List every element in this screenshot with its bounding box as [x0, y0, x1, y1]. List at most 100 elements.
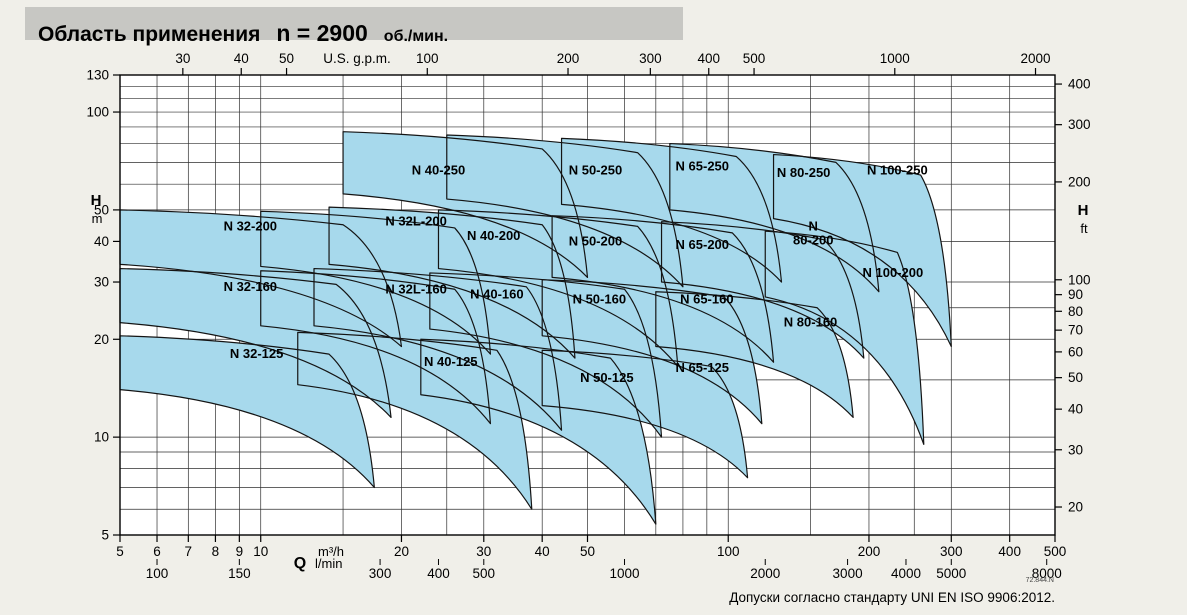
tick-label-bottom-m3h: 50: [580, 544, 595, 559]
envelope-outline-n-50-200: [437, 209, 679, 368]
tick-label-bottom-m3h: 30: [476, 544, 491, 559]
tick-label-bottom-m3h: 300: [940, 544, 963, 559]
tick-label-top-gpm: 500: [743, 51, 766, 66]
tick-label-right-ft: 70: [1068, 323, 1083, 338]
envelope-outline-n-32-200: [119, 209, 403, 348]
envelope-outline-n-65-125: [541, 349, 749, 479]
pump-label-n-80-160: N 80-160: [784, 315, 837, 330]
tick-label-bottom-m3h: 100: [717, 544, 740, 559]
envelope-outline-n-40-250: [342, 131, 589, 278]
tick-label-top-gpm: 50: [279, 51, 294, 66]
envelope-fill-n-80-160: [655, 291, 854, 418]
axis-unit-lmin: l/min: [315, 556, 342, 571]
envelope-fill-n-65-125: [542, 350, 748, 478]
tick-label-right-ft: 40: [1068, 402, 1083, 417]
pump-label-n-50-200: N 50-200: [569, 233, 622, 248]
tick-label-top-gpm: 30: [175, 51, 190, 66]
tick-label-bottom-lmin: 4000: [891, 566, 921, 581]
axis-symbol-Q: Q: [294, 555, 306, 572]
pump-label-n-40-160: N 40-160: [470, 286, 523, 301]
pump-label-n-40-250: N 40-250: [412, 163, 465, 178]
tick-label-right-ft: 50: [1068, 370, 1083, 385]
tick-label-right-ft: 30: [1068, 442, 1083, 457]
tick-label-bottom-m3h: 40: [535, 544, 550, 559]
envelope-outline-n-65-160: [541, 279, 763, 425]
tick-label-left-m: 30: [94, 275, 109, 290]
axis-unit-m3h: m³/h: [318, 544, 344, 559]
tick-label-left-m: 20: [94, 332, 109, 347]
pump-label-n-65-250: N 65-250: [676, 158, 729, 173]
envelope-outline-n-32l-200: [260, 210, 492, 355]
pump-label-n-32l-160: N 32L-160: [385, 281, 446, 296]
tick-label-top-gpm: 100: [416, 51, 439, 66]
envelope-fill-n-100-250: [773, 154, 952, 347]
axis-symbol-left-H: H: [91, 192, 102, 209]
tick-label-left-m: 100: [86, 105, 109, 120]
pump-label-n-50-125: N 50-125: [580, 370, 633, 385]
tick-label-top-gpm: 300: [639, 51, 662, 66]
envelope-outline-n-80-250: [669, 142, 880, 293]
tick-label-bottom-m3h: 7: [185, 544, 193, 559]
tick-label-right-ft: 400: [1068, 77, 1091, 92]
tick-label-bottom-m3h: 5: [116, 544, 124, 559]
title-bar: Область применения n = 2900 об./мин.: [25, 7, 683, 45]
doc-code: 72.844.N: [1025, 577, 1054, 584]
tick-label-top-gpm: 40: [234, 51, 249, 66]
tick-label-top-gpm: 200: [557, 51, 580, 66]
envelope-outline-n-65-200: [551, 215, 775, 363]
pump-label-n-100-200: N 100-200: [863, 265, 924, 280]
pump-label-n-65-200: N 65-200: [676, 237, 729, 252]
tick-label-bottom-m3h: 8: [212, 544, 220, 559]
tick-label-right-ft: 60: [1068, 344, 1083, 359]
tick-label-right-ft: 200: [1068, 174, 1091, 189]
tick-label-bottom-lmin: 5000: [936, 566, 966, 581]
axis-unit-gpm: U.S. g.p.m.: [323, 51, 391, 66]
pump-label-n-32-160: N 32-160: [224, 279, 277, 294]
tick-label-bottom-m3h: 6: [153, 544, 161, 559]
tick-label-bottom-lmin: 300: [369, 566, 392, 581]
tick-label-bottom-lmin: 500: [473, 566, 496, 581]
axis-unit-left-m: m: [92, 211, 103, 226]
envelope-outline-n-100-250: [772, 153, 952, 348]
standards-note: Допуски согласно стандарту UNI EN ISO 99…: [729, 590, 1055, 605]
pump-label-n-80-250: N 80-250: [777, 165, 830, 180]
pump-label-n-80-200: N 80-200: [793, 219, 833, 248]
tick-label-left-m: 5: [101, 528, 109, 543]
tick-label-bottom-lmin: 1000: [609, 566, 639, 581]
tick-label-top-gpm: 2000: [1020, 51, 1050, 66]
tick-label-bottom-m3h: 200: [858, 544, 881, 559]
envelope-outline-n-80-200: [660, 221, 865, 359]
envelope-outline-n-80-160: [655, 291, 854, 419]
pump-label-n-65-160: N 65-160: [680, 292, 733, 307]
pump-label-n-32-125: N 32-125: [230, 346, 283, 361]
pump-label-n-100-250: N 100-250: [867, 163, 928, 178]
tick-label-bottom-lmin: 2000: [750, 566, 780, 581]
envelope-fill-n-100-200: [765, 231, 924, 445]
envelope-outline-n-40-200: [328, 206, 576, 359]
tick-label-right-ft: 100: [1068, 272, 1091, 287]
tick-label-left-m: 50: [94, 202, 109, 217]
tick-label-bottom-lmin: 100: [146, 566, 169, 581]
envelope-outline-n-32-125: [119, 335, 375, 489]
tick-label-right-ft: 80: [1068, 304, 1083, 319]
pump-label-n-65-125: N 65-125: [676, 360, 729, 375]
tick-label-bottom-m3h: 10: [253, 544, 268, 559]
tick-label-bottom-lmin: 150: [228, 566, 251, 581]
tick-label-left-m: 130: [86, 68, 109, 83]
pump-label-n-40-125: N 40-125: [424, 354, 477, 369]
tick-label-bottom-m3h: 500: [1044, 544, 1067, 559]
tick-label-bottom-m3h: 20: [394, 544, 409, 559]
tick-label-bottom-lmin: 3000: [833, 566, 863, 581]
tick-label-bottom-lmin: 400: [427, 566, 450, 581]
tick-label-right-ft: 20: [1068, 500, 1083, 515]
tick-label-bottom-lmin: 8000: [1032, 566, 1062, 581]
pump-label-n-32-200: N 32-200: [224, 218, 277, 233]
envelope-outline-n-40-125: [297, 331, 533, 510]
axis-symbol-right-H: H: [1078, 202, 1089, 219]
envelope-outline-n-50-125: [420, 338, 657, 525]
tick-label-top-gpm: 400: [697, 51, 720, 66]
tick-label-left-m: 40: [94, 234, 109, 249]
pump-label-n-50-160: N 50-160: [573, 292, 626, 307]
tick-label-right-ft: 90: [1068, 287, 1083, 302]
